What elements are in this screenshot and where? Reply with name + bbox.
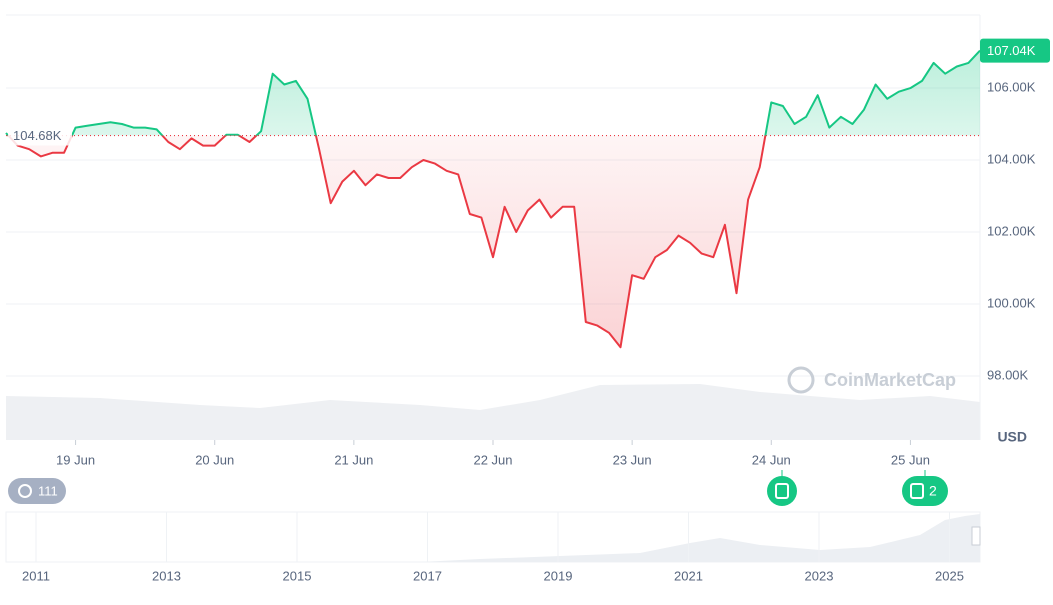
baseline-label: 104.68K (13, 128, 62, 143)
navigator-label: 2015 (283, 568, 312, 583)
navigator-area (6, 514, 980, 562)
navigator-label: 2023 (805, 568, 834, 583)
x-tick-label: 19 Jun (56, 452, 95, 467)
navigator-label: 2013 (152, 568, 181, 583)
current-price-label: 107.04K (987, 43, 1036, 58)
x-tick-label: 25 Jun (891, 452, 930, 467)
x-tick-label: 21 Jun (334, 452, 373, 467)
volume-area (6, 384, 980, 440)
y-tick-label: 104.00K (987, 151, 1036, 166)
navigator-label: 2025 (935, 568, 964, 583)
y-tick-label: 100.00K (987, 295, 1036, 310)
news-marker[interactable] (767, 470, 797, 506)
navigator-handle[interactable] (971, 526, 981, 546)
navigator-label: 2019 (544, 568, 573, 583)
history-badge[interactable]: 111 (8, 478, 66, 504)
price-line (5, 49, 981, 349)
badge-bg (902, 476, 948, 506)
y-tick-label: 102.00K (987, 223, 1036, 238)
x-tick-label: 20 Jun (195, 452, 234, 467)
x-tick-label: 24 Jun (752, 452, 791, 467)
marker-bg (767, 476, 797, 506)
news-badge[interactable]: 2 (902, 470, 948, 506)
badge-text: 2 (929, 483, 937, 499)
x-tick-label: 23 Jun (613, 452, 652, 467)
watermark-text: CoinMarketCap (824, 370, 956, 390)
marker-icon (775, 483, 789, 499)
price-area (6, 50, 980, 348)
badge-icon (18, 484, 32, 498)
badge-icon (910, 483, 924, 499)
navigator-label: 2021 (674, 568, 703, 583)
watermark-logo (787, 366, 815, 394)
y-tick-label: 98.00K (987, 367, 1029, 382)
current-price-bg (980, 38, 1050, 63)
watermark: CoinMarketCap (787, 366, 956, 394)
x-tick-label: 22 Jun (473, 452, 512, 467)
navigator-label: 2017 (413, 568, 442, 583)
baseline-label-bg (8, 125, 72, 146)
badge-text: 111 (38, 483, 58, 498)
navigator-label: 2011 (22, 568, 50, 583)
navigator (5, 511, 981, 563)
currency-label: USD (997, 429, 1027, 445)
y-tick-label: 106.00K (987, 79, 1036, 94)
